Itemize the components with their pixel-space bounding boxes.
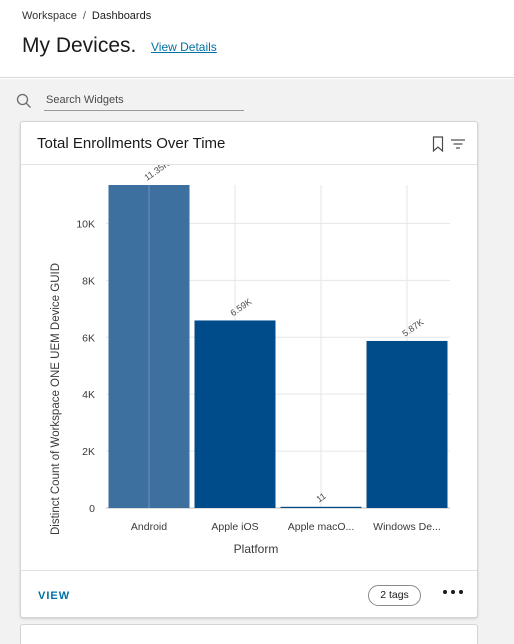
view-button[interactable]: VIEW — [38, 590, 71, 602]
y-tick-label: 10K — [76, 218, 95, 230]
y-tick-label: 8K — [82, 275, 95, 287]
breadcrumb-workspace[interactable]: Workspace — [22, 10, 77, 22]
bar-data-label: 6.59K — [228, 296, 253, 318]
chart-x-ticks: Android Apple iOS Apple macO... Windows De.… — [131, 521, 441, 533]
bar[interactable] — [366, 340, 448, 508]
tags-badge[interactable]: 2 tags — [368, 585, 421, 606]
x-tick-label: Windows De... — [373, 521, 441, 533]
breadcrumb-separator: / — [82, 10, 86, 22]
breadcrumb: Workspace / Dashboards — [22, 10, 151, 22]
widget-title: Total Enrollments Over Time — [37, 135, 226, 152]
filter-icon[interactable] — [451, 139, 465, 149]
bar-data-label: 5.87K — [400, 317, 425, 339]
x-axis-label: Platform — [234, 542, 279, 556]
y-tick-label: 6K — [82, 332, 95, 344]
page-header: Workspace / Dashboards My Devices. View … — [0, 0, 514, 78]
next-widget-card — [20, 624, 478, 644]
bar-data-label: 11 — [314, 491, 327, 505]
bar-data-label: 11.35K — [142, 165, 171, 183]
view-details-link[interactable]: View Details — [151, 40, 217, 54]
y-tick-label: 2K — [82, 446, 95, 458]
search-icon — [16, 93, 31, 108]
x-tick-label: Apple macO... — [288, 521, 355, 533]
card-footer-divider — [21, 570, 477, 571]
breadcrumb-dashboards[interactable]: Dashboards — [91, 10, 152, 22]
bar[interactable] — [280, 506, 362, 508]
enrollments-bar-chart: 0 2K 4K 6K 8K 10K Android Apple iOS Apple macO.… — [50, 165, 450, 556]
x-tick-label: Apple iOS — [211, 521, 258, 533]
card-header-divider — [21, 164, 477, 165]
search-input[interactable] — [44, 90, 244, 111]
widget-card: Total Enrollments Over Time 0 2K 4K 6K 8K 10K… — [20, 121, 478, 618]
chart-y-ticks: 0 2K 4K 6K 8K 10K — [76, 218, 95, 515]
more-icon[interactable] — [441, 584, 465, 600]
page-title: My Devices. — [22, 34, 137, 57]
x-tick-label: Android — [131, 521, 167, 533]
bar[interactable] — [194, 320, 276, 508]
search-widgets — [16, 90, 244, 112]
y-tick-label: 4K — [82, 389, 95, 401]
y-axis-label: Distinct Count of Workspace ONE UEM Devi… — [50, 263, 62, 535]
y-tick-label: 0 — [89, 503, 95, 515]
bookmark-icon[interactable] — [432, 136, 444, 152]
chart-bars — [108, 185, 448, 508]
